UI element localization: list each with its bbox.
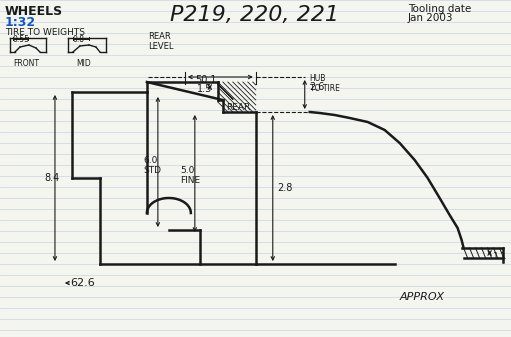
Text: HUB
TO TIRE: HUB TO TIRE xyxy=(310,74,340,93)
Text: REAR: REAR xyxy=(226,103,250,112)
Text: Tooling date: Tooling date xyxy=(408,4,471,14)
Text: 0.55: 0.55 xyxy=(13,35,30,44)
Text: Jan 2003: Jan 2003 xyxy=(408,13,453,23)
Text: P219, 220, 221: P219, 220, 221 xyxy=(170,5,339,25)
Text: 62.6: 62.6 xyxy=(70,278,95,288)
Text: 2.6: 2.6 xyxy=(310,82,325,92)
Text: 1.1: 1.1 xyxy=(493,252,507,261)
Text: 1:32: 1:32 xyxy=(5,16,36,29)
Text: APPROX: APPROX xyxy=(400,292,445,302)
Text: 2.8: 2.8 xyxy=(277,183,292,193)
Text: 1.5: 1.5 xyxy=(197,84,212,94)
Text: WHEELS: WHEELS xyxy=(5,5,63,18)
Text: 0.8: 0.8 xyxy=(73,35,85,44)
Text: REAR
LEVEL: REAR LEVEL xyxy=(148,32,173,52)
Text: TIRE TO WEIGHTS: TIRE TO WEIGHTS xyxy=(5,28,85,37)
Text: 50.1: 50.1 xyxy=(195,75,216,85)
Text: 8.4: 8.4 xyxy=(44,173,59,183)
Text: FRONT: FRONT xyxy=(13,59,39,68)
Text: 5.0
FINE: 5.0 FINE xyxy=(180,166,200,185)
Text: 6.0
STD: 6.0 STD xyxy=(143,156,161,175)
Text: MID: MID xyxy=(76,59,90,68)
